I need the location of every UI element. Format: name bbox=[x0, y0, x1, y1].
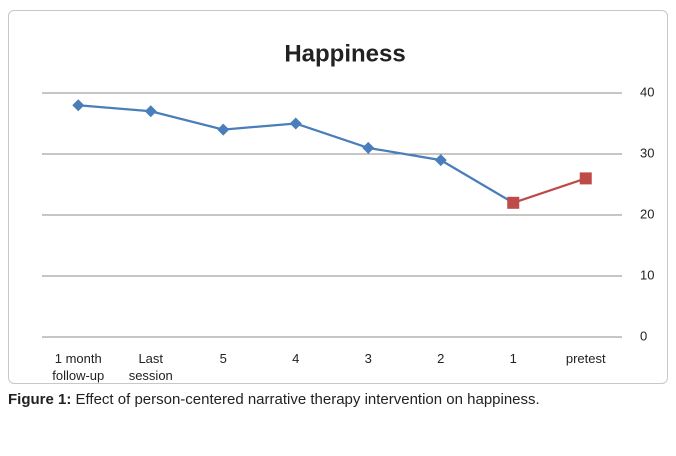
x-tick-label: 5 bbox=[219, 351, 227, 366]
caption-text: Effect of person-centered narrative ther… bbox=[75, 391, 540, 408]
marker bbox=[289, 117, 302, 130]
x-tick-label: Last session bbox=[128, 351, 173, 383]
series-line bbox=[512, 177, 587, 204]
chart: Happiness 0 10 20 30 40 bbox=[42, 40, 654, 343]
x-tick-label: pretest bbox=[565, 351, 606, 366]
marker bbox=[579, 172, 592, 185]
x-tick-label: 3 bbox=[364, 351, 372, 366]
caption: Figure 1: Effect of person-centered narr… bbox=[8, 390, 668, 410]
y-tick-label: 20 bbox=[640, 206, 654, 221]
marker bbox=[72, 99, 85, 112]
marker bbox=[217, 123, 230, 136]
x-tick-label: 1 month follow-up bbox=[52, 351, 105, 383]
chart-frame bbox=[8, 10, 668, 384]
marker bbox=[434, 154, 447, 167]
x-tick-label: 1 bbox=[509, 351, 517, 366]
y-tick-label: 0 bbox=[640, 328, 647, 343]
y-tick-label: 40 bbox=[640, 84, 654, 99]
chart-title: Happiness bbox=[284, 40, 405, 67]
x-tick-label: 2 bbox=[437, 351, 445, 366]
marker bbox=[144, 105, 157, 118]
marker bbox=[507, 196, 520, 209]
caption-label: Figure 1: bbox=[8, 391, 72, 408]
y-tick-label: 10 bbox=[640, 267, 654, 282]
y-tick-label: 30 bbox=[640, 145, 654, 160]
x-tick-label: 4 bbox=[292, 351, 300, 366]
marker bbox=[362, 141, 375, 154]
